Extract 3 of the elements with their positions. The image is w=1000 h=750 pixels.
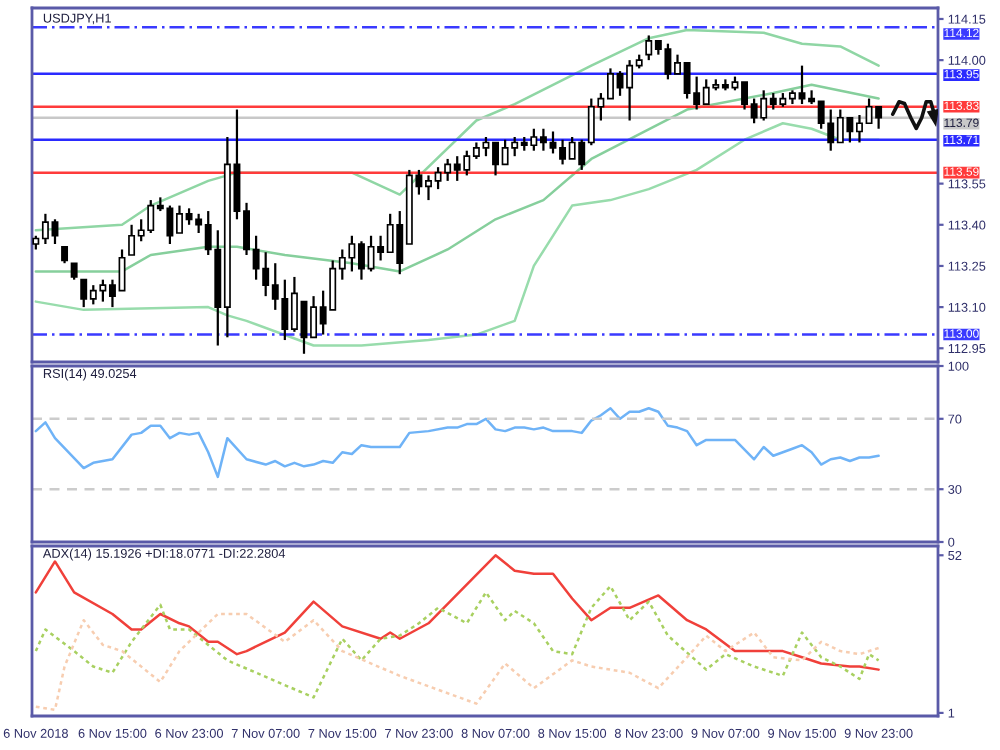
- line-series: [34, 584, 880, 699]
- line-series: [34, 612, 880, 712]
- line-series: [34, 406, 880, 479]
